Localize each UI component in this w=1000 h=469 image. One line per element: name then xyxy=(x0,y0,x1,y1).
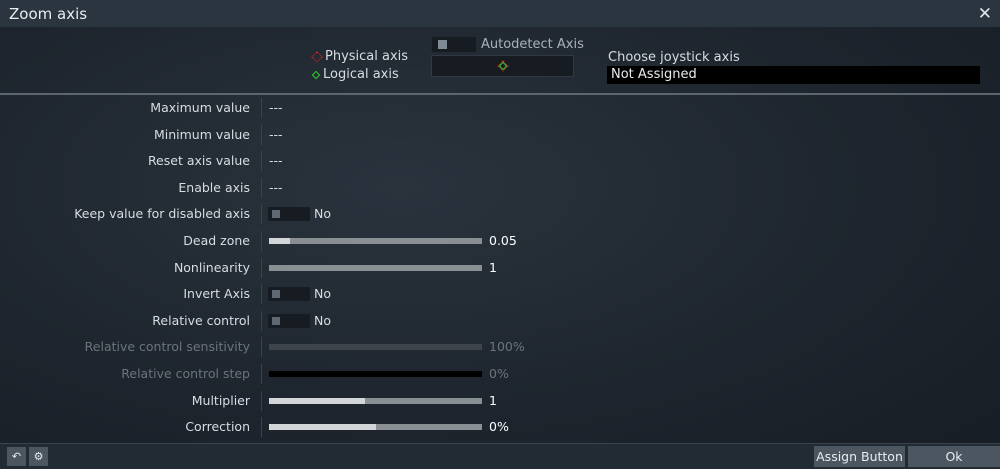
slider[interactable] xyxy=(269,264,482,271)
setting-row: Invert Axis No xyxy=(0,283,1000,305)
setting-label: Minimum value xyxy=(153,126,250,142)
setting-row: Relative control step 0% xyxy=(0,363,1000,385)
toggle-value: No xyxy=(314,286,331,302)
slider-value: 1 xyxy=(489,392,497,408)
setting-label: Relative control xyxy=(152,312,250,328)
separator xyxy=(261,364,262,384)
window-title: Zoom axis xyxy=(9,4,88,23)
assign-button[interactable]: Assign Button xyxy=(814,446,905,467)
separator xyxy=(261,257,262,278)
legend-physical: Physical axis xyxy=(311,49,409,64)
setting-row: Relative control No xyxy=(0,310,1000,332)
axis-preview xyxy=(431,55,574,77)
autodetect-label: Autodetect Axis xyxy=(481,37,584,52)
separator xyxy=(261,151,262,172)
legend-logical: Logical axis xyxy=(311,67,399,82)
toggle[interactable] xyxy=(268,313,310,328)
setting-row: Reset axis value --- xyxy=(0,150,1000,172)
slider-value: 100% xyxy=(489,339,525,355)
separator xyxy=(261,417,262,438)
setting-value: --- xyxy=(269,153,283,169)
joystick-axis-select[interactable]: Not Assigned xyxy=(607,66,980,84)
separator xyxy=(261,390,262,411)
setting-value: --- xyxy=(269,179,283,195)
autodetect-toggle[interactable] xyxy=(432,37,476,52)
setting-label: Reset axis value xyxy=(147,153,250,169)
slider-value: 1 xyxy=(489,259,497,275)
setting-label: Multiplier xyxy=(191,392,250,408)
slider xyxy=(269,344,482,351)
physical-axis-icon xyxy=(311,50,323,63)
setting-value: --- xyxy=(269,100,283,115)
setting-label: Nonlinearity xyxy=(173,259,250,275)
setting-label: Maximum value xyxy=(150,100,250,115)
reset-icon[interactable]: ↶ xyxy=(7,447,26,466)
setting-row: Dead zone 0.05 xyxy=(0,230,1000,252)
slider[interactable] xyxy=(269,424,482,431)
setting-label: Invert Axis xyxy=(183,286,250,302)
setting-row: Multiplier 1 xyxy=(0,390,1000,412)
setting-row: Enable axis --- xyxy=(0,177,1000,199)
slider xyxy=(269,371,482,377)
separator xyxy=(261,284,262,305)
setting-row: Correction 0% xyxy=(0,416,1000,438)
separator xyxy=(261,231,262,251)
toggle[interactable] xyxy=(268,207,310,222)
divider xyxy=(0,93,1000,95)
slider-value: 0.05 xyxy=(489,233,517,248)
setting-row: Minimum value --- xyxy=(0,124,1000,146)
toggle[interactable] xyxy=(268,287,310,302)
setting-row: Keep value for disabled axis No xyxy=(0,203,1000,225)
separator xyxy=(261,124,262,145)
slider[interactable] xyxy=(269,397,482,404)
slider-value: 0% xyxy=(489,419,509,435)
separator xyxy=(261,310,262,331)
setting-label: Keep value for disabled axis xyxy=(74,206,250,222)
close-icon[interactable]: ✕ xyxy=(977,4,992,24)
separator xyxy=(261,337,262,358)
setting-label: Dead zone xyxy=(183,233,250,248)
setting-label: Relative control step xyxy=(121,366,250,381)
slider-value: 0% xyxy=(489,366,509,381)
setting-label: Correction xyxy=(185,419,250,435)
legend-logical-label: Logical axis xyxy=(323,67,399,82)
setting-value: --- xyxy=(269,126,283,142)
title-bar: Zoom axis ✕ xyxy=(0,0,1000,27)
separator xyxy=(261,177,262,198)
logical-axis-icon xyxy=(311,70,321,79)
joystick-axis-label: Choose joystick axis xyxy=(608,50,740,65)
toggle-value: No xyxy=(314,312,331,328)
separator xyxy=(261,204,262,225)
axis-settings-icon[interactable]: ⚙ xyxy=(29,447,48,466)
setting-row: Nonlinearity 1 xyxy=(0,257,1000,279)
slider[interactable] xyxy=(269,238,482,244)
legend-physical-label: Physical axis xyxy=(325,49,409,64)
toggle-value: No xyxy=(314,206,331,222)
setting-row: Maximum value --- xyxy=(0,97,1000,119)
setting-label: Enable axis xyxy=(178,179,250,195)
setting-row: Relative control sensitivity 100% xyxy=(0,336,1000,358)
setting-label: Relative control sensitivity xyxy=(84,339,250,355)
separator xyxy=(261,98,262,118)
footer: ↶ ⚙ Assign Button Ok xyxy=(0,443,1000,469)
ok-button[interactable]: Ok xyxy=(908,446,1000,467)
